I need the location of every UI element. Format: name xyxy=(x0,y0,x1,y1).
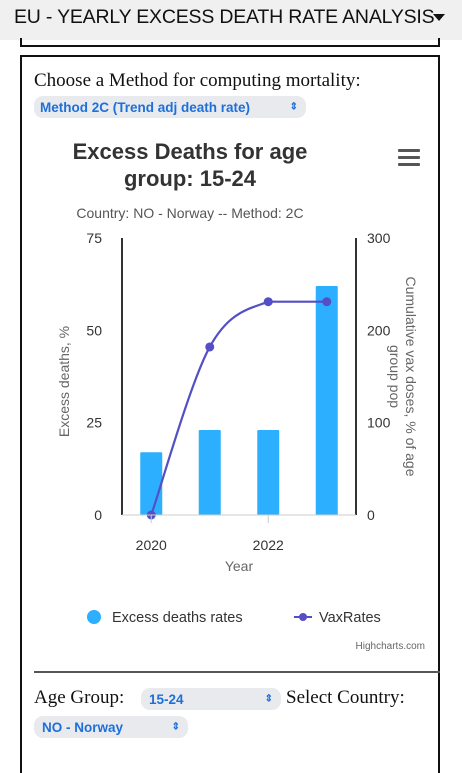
country-label: Select Country: xyxy=(286,687,405,708)
y2-tick-label: 200 xyxy=(367,322,391,338)
method-label: Choose a Method for computing mortality: xyxy=(34,70,361,91)
vaxrates-point[interactable] xyxy=(205,342,215,352)
y2-tick-label: 300 xyxy=(367,230,391,246)
vaxrates-point[interactable] xyxy=(322,297,332,307)
credits-link[interactable]: Highcharts.com xyxy=(356,641,425,652)
y-tick-label: 0 xyxy=(94,507,102,523)
method-select-value: Method 2C (Trend adj death rate) xyxy=(40,99,251,115)
caret-down-icon[interactable] xyxy=(433,14,445,21)
age-group-value: 15-24 xyxy=(149,691,184,707)
plot-area xyxy=(140,286,338,520)
country-select[interactable]: NO - Norway ⇕ xyxy=(34,716,188,738)
chart-title-line: Excess Deaths for age xyxy=(73,139,308,164)
updown-chevron-icon: ⇕ xyxy=(264,693,273,705)
chart-title-line: group: 15-24 xyxy=(124,166,257,191)
axes: 0 25 50 75 0 100 200 300 2020 2022 Year Excess deat… xyxy=(56,230,419,574)
legend[interactable]: Excess deaths rates VaxRates xyxy=(87,610,381,626)
x-tick-label: 2022 xyxy=(253,537,284,553)
x-axis-title: Year xyxy=(225,558,254,574)
country-value: NO - Norway xyxy=(42,719,124,735)
y-tick-label: 75 xyxy=(86,230,102,246)
legend-marker-vaxrates[interactable] xyxy=(299,613,307,621)
bar[interactable] xyxy=(140,452,163,515)
vaxrates-line xyxy=(150,300,327,516)
y-tick-label: 25 xyxy=(86,415,102,431)
method-select[interactable]: Method 2C (Trend adj death rate) ⇕ xyxy=(34,96,306,118)
y2-axis-title: Cumulative vax doses, % of age xyxy=(403,277,419,477)
y2-axis-title: group pop xyxy=(387,345,403,408)
frame-top-box xyxy=(20,38,440,47)
divider xyxy=(34,671,440,673)
age-group-select[interactable]: 15-24 ⇕ xyxy=(141,688,281,710)
bar[interactable] xyxy=(198,430,221,515)
legend-label-excess-deaths[interactable]: Excess deaths rates xyxy=(112,610,243,626)
y2-tick-label: 100 xyxy=(367,415,391,431)
updown-chevron-icon: ⇕ xyxy=(171,721,180,733)
legend-label-vaxrates[interactable]: VaxRates xyxy=(319,610,381,626)
top-dropdown-header[interactable]: EU - YEARLY EXCESS DEATH RATE ANALYSIS xyxy=(0,0,462,40)
y-tick-label: 50 xyxy=(86,322,102,338)
page-title: EU - YEARLY EXCESS DEATH RATE ANALYSIS xyxy=(14,6,435,28)
x-tick-label: 2020 xyxy=(136,537,167,553)
y2-tick-label: 0 xyxy=(367,507,375,523)
updown-chevron-icon: ⇕ xyxy=(289,101,298,113)
bar[interactable] xyxy=(257,430,280,515)
vaxrates-point[interactable] xyxy=(263,297,273,307)
age-group-label: Age Group: xyxy=(34,687,125,708)
bar[interactable] xyxy=(315,286,338,515)
y-axis-title: Excess deaths, % xyxy=(56,326,72,437)
chart-subtitle: Country: NO - Norway -- Method: 2C xyxy=(76,205,303,221)
frame-main xyxy=(20,55,440,773)
legend-marker-excess-deaths[interactable] xyxy=(87,610,101,624)
menu-icon[interactable] xyxy=(398,149,420,166)
